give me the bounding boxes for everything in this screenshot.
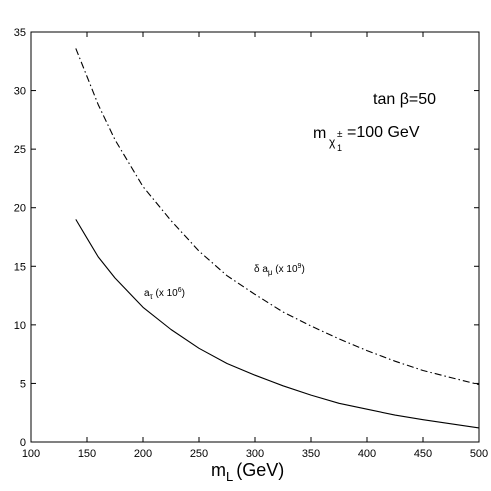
label-delta-a-mu: δ aμ (x 109) bbox=[254, 263, 305, 277]
x-tick-label: 500 bbox=[470, 448, 488, 460]
y-tick-label: 35 bbox=[14, 27, 26, 39]
x-axis-label: mL (GeV) bbox=[211, 460, 284, 484]
series-line-delta-a-mu bbox=[75, 48, 480, 386]
y-tick-label: 10 bbox=[14, 320, 26, 332]
series-layer bbox=[75, 48, 480, 429]
annotation-chargino-mass: m bbox=[313, 125, 326, 142]
x-tick-label: 100 bbox=[22, 448, 40, 460]
x-tick-label: 250 bbox=[190, 448, 208, 460]
x-tick-label: 300 bbox=[246, 448, 264, 460]
annotation-chargino-symbol: χ bbox=[329, 135, 336, 149]
x-tick-label: 200 bbox=[134, 448, 152, 460]
annotation-chargino-sign: ± bbox=[337, 129, 343, 140]
series-line-a-tau bbox=[75, 219, 480, 429]
x-ticks: 100 150 200 250 300 350 400 450 500 bbox=[22, 32, 488, 460]
y-ticks: 0 5 10 15 20 25 30 35 bbox=[14, 27, 479, 449]
x-tick-label: 350 bbox=[302, 448, 320, 460]
annotation-tanbeta: tan β=50 bbox=[373, 91, 436, 108]
x-tick-label: 450 bbox=[414, 448, 432, 460]
x-tick-label: 150 bbox=[78, 448, 96, 460]
y-tick-label: 25 bbox=[14, 144, 26, 156]
annotation-chargino-value: =100 GeV bbox=[347, 124, 420, 141]
y-tick-label: 5 bbox=[20, 378, 26, 390]
annotation-chargino-index: 1 bbox=[337, 143, 342, 153]
label-a-tau: aτ (x 106) bbox=[144, 287, 185, 301]
y-tick-label: 30 bbox=[14, 86, 26, 98]
x-tick-label: 400 bbox=[358, 448, 376, 460]
y-tick-label: 0 bbox=[20, 437, 26, 449]
y-tick-label: 20 bbox=[14, 203, 26, 215]
y-tick-label: 15 bbox=[14, 261, 26, 273]
